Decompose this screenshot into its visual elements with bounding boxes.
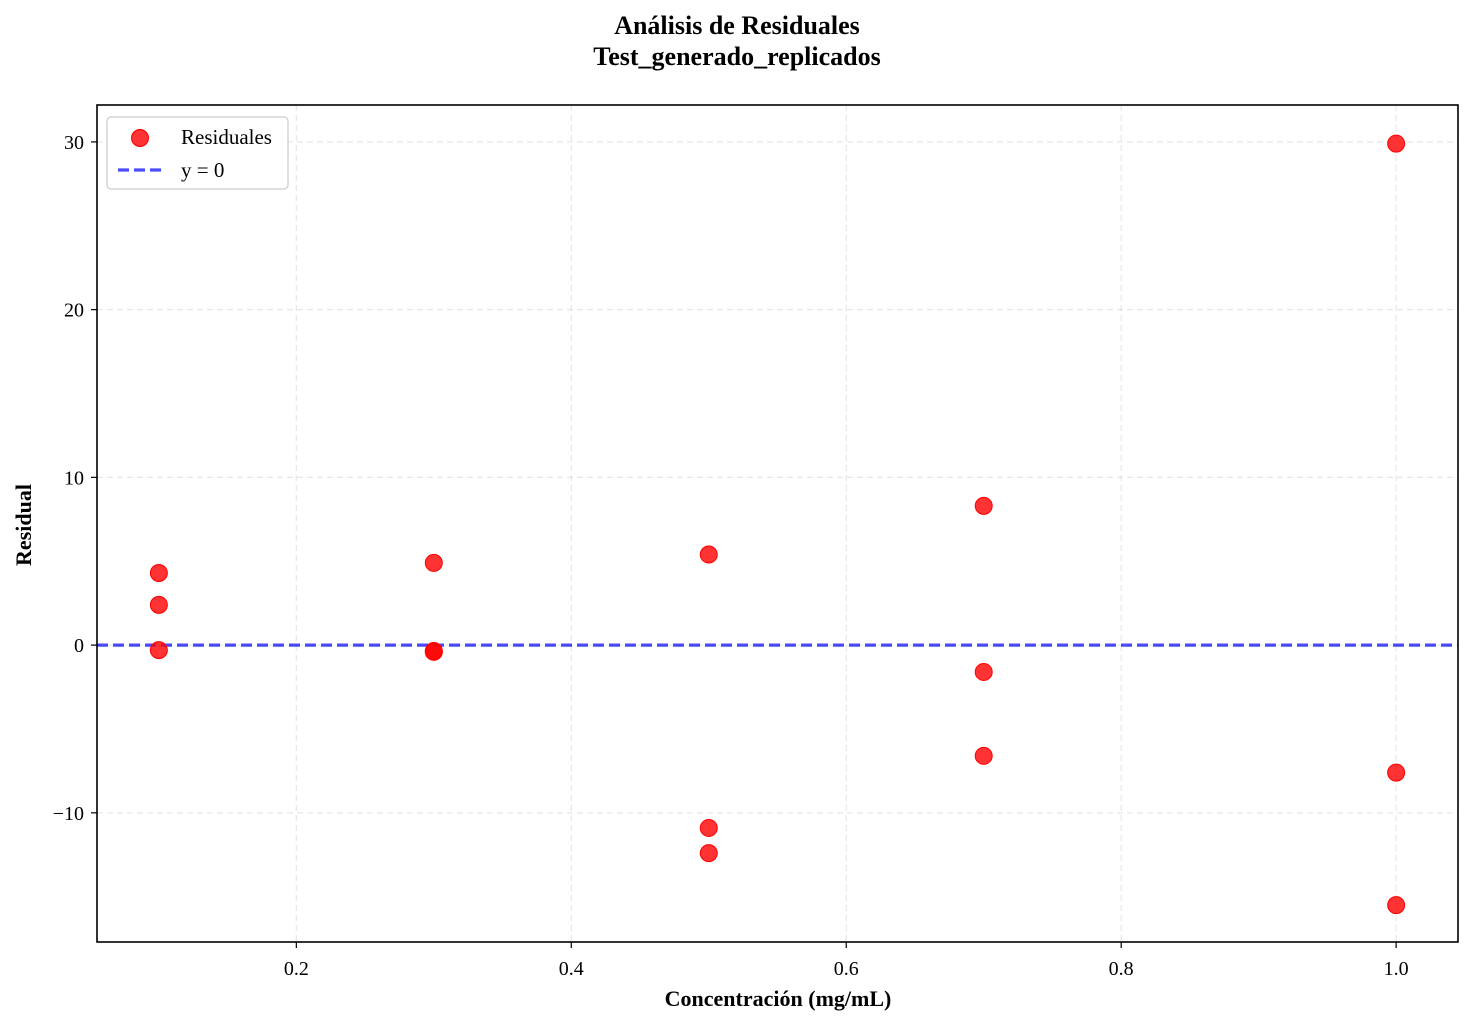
- y-tick-label: 30: [64, 132, 84, 154]
- residual-point: [699, 818, 718, 837]
- residual-point: [1387, 134, 1406, 153]
- residual-point: [1387, 763, 1406, 782]
- x-axis-title: Concentración (mg/mL): [665, 986, 892, 1011]
- residual-point: [699, 545, 718, 564]
- residual-point: [974, 496, 993, 515]
- residual-point: [424, 641, 443, 660]
- residual-point: [974, 662, 993, 681]
- chart-subtitle: Test_generado_replicados: [593, 42, 881, 71]
- residual-point: [1387, 896, 1406, 915]
- y-tick-label: 0: [74, 635, 84, 657]
- plot-area: [97, 134, 1458, 915]
- y-axis-title: Residual: [11, 484, 36, 566]
- y-tick-label: −10: [53, 803, 84, 825]
- residual-point: [424, 553, 443, 572]
- residual-point: [149, 641, 168, 660]
- x-tick-label: 0.8: [1109, 958, 1134, 980]
- residual-point: [149, 595, 168, 614]
- chart-title: Análisis de Residuales: [614, 11, 860, 40]
- y-tick-label: 10: [64, 467, 84, 489]
- grid: [97, 105, 1458, 942]
- residual-point: [149, 563, 168, 582]
- axis-ticks: 0.2 0.4 0.6 0.8 1.0 −10 0 10 20 30: [53, 132, 1409, 980]
- x-tick-label: 1.0: [1384, 958, 1409, 980]
- x-tick-label: 0.4: [559, 958, 584, 980]
- x-tick-label: 0.6: [834, 958, 859, 980]
- residual-point: [699, 844, 718, 863]
- residual-point: [974, 746, 993, 765]
- legend-label-y0: y = 0: [181, 158, 224, 182]
- plot-frame: [96, 104, 1459, 943]
- y-tick-label: 20: [64, 300, 84, 322]
- legend-label-residuales: Residuales: [181, 125, 272, 149]
- legend-marker-residuales: [131, 129, 149, 147]
- x-tick-label: 0.2: [284, 958, 309, 980]
- legend: Residuales y = 0: [106, 116, 289, 190]
